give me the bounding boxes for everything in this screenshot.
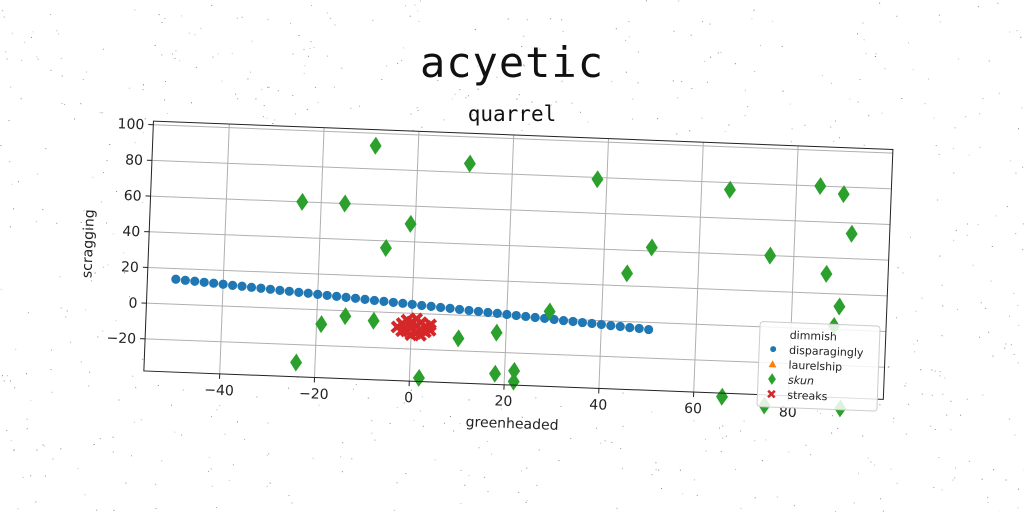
y-tick-label: 0 xyxy=(128,295,138,311)
x-tick-label: −20 xyxy=(299,386,329,403)
y-tick-label: −20 xyxy=(106,330,136,347)
y-tick-label: 20 xyxy=(121,259,139,276)
legend-label-dimmish: dimmish xyxy=(789,329,837,344)
y-axis-label: scragging xyxy=(79,209,98,278)
legend: dimmishdisparaginglylaurelshipskunstreak… xyxy=(757,322,880,412)
y-tick-label: 80 xyxy=(125,152,143,169)
legend-label-laurelship: laurelship xyxy=(788,359,842,374)
x-tick-label: 20 xyxy=(494,393,512,410)
x-tick-label: 0 xyxy=(404,390,414,406)
y-tick-label: 60 xyxy=(123,188,141,205)
legend-label-streaks: streaks xyxy=(787,389,828,404)
x-axis-label: greenheaded xyxy=(465,414,558,434)
x-tick-label: −40 xyxy=(204,382,234,399)
legend-label-skun: skun xyxy=(788,374,815,388)
y-tick-label: 40 xyxy=(122,224,140,241)
y-tick-label: 100 xyxy=(117,116,144,133)
x-tick-label: 40 xyxy=(589,397,607,414)
x-tick-label: 60 xyxy=(684,401,702,418)
